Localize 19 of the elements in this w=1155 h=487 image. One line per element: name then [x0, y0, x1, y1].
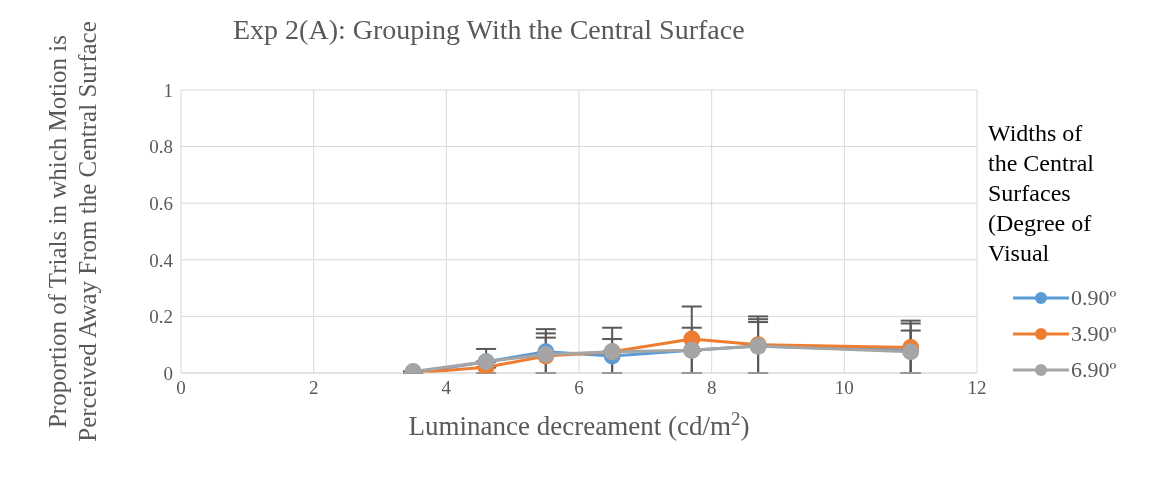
x-axis-title: Luminance decreament (cd/m$^{2}$)	[408, 407, 750, 441]
y-tick-label: 0	[163, 362, 173, 384]
x-tick-label: 10	[834, 377, 854, 399]
legend-label: 3.90º	[1071, 321, 1117, 347]
chart-title: Exp 2(A): Grouping With the Central Surface	[233, 14, 745, 45]
legend-label: 6.90º	[1071, 357, 1117, 383]
x-tick-label: 2	[308, 377, 319, 399]
x-tick-label: 8	[706, 377, 717, 399]
y-tick-label: 0.4	[149, 249, 174, 271]
x-tick-label: 12	[967, 377, 987, 399]
x-tick-label: 4	[441, 377, 452, 399]
y-tick-label: 0.8	[149, 136, 173, 158]
y-axis-title: Proportion of Trials in which Motion is Perceived Away From the Central Surface	[44, 21, 101, 442]
y-tick-label: 0.6	[149, 192, 173, 214]
legend-title: Widths of the Central Surfaces (Degree of Visual	[988, 119, 1095, 268]
y-tick-label: 1	[163, 79, 173, 101]
y-tick-label: 0.2	[149, 306, 173, 328]
legend-label: 0.90º	[1071, 285, 1117, 311]
x-tick-label: 6	[574, 377, 584, 399]
